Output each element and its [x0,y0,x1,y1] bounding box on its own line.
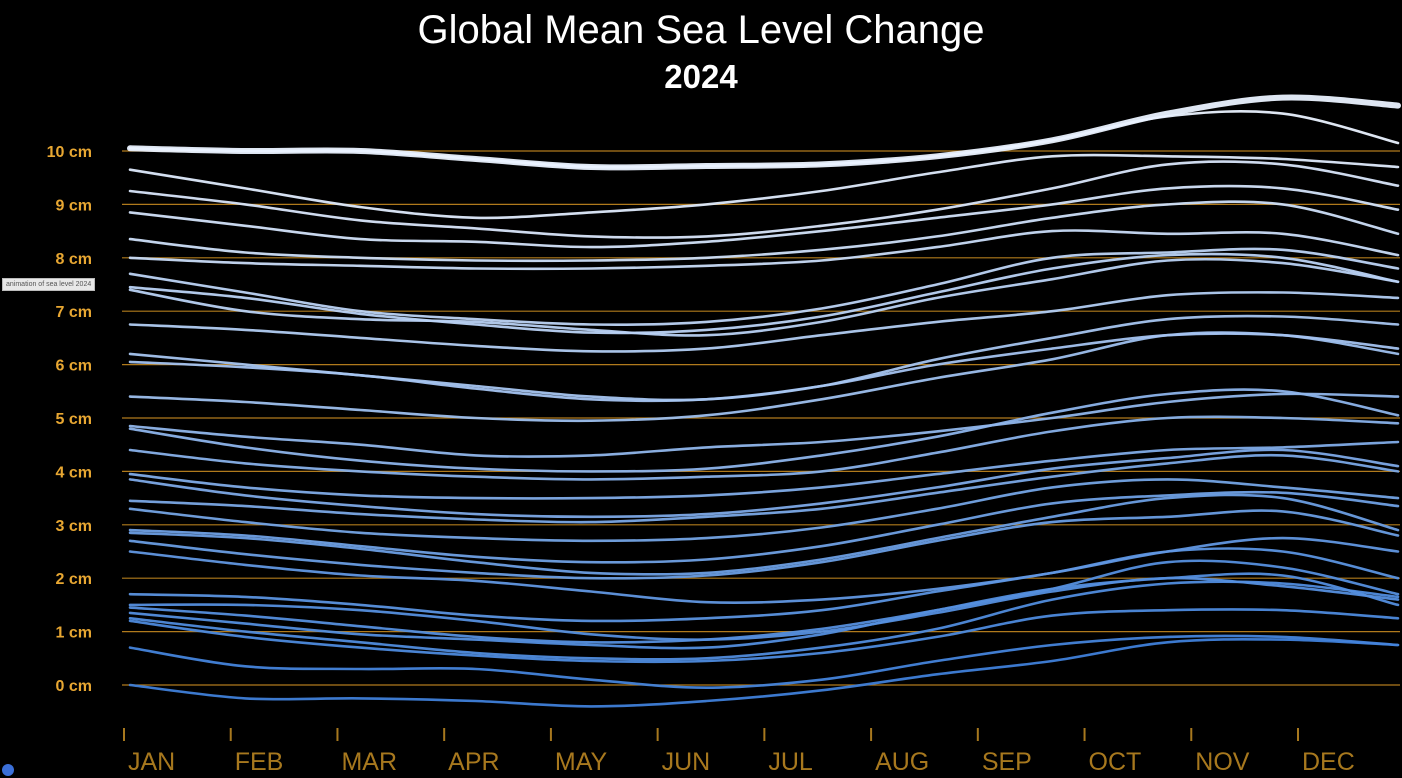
x-tick-label: JAN [128,748,175,774]
y-tick-label: 1 cm [56,625,92,642]
series-line [128,153,1400,220]
y-tick-label: 0 cm [56,678,92,695]
series-line [128,184,1400,249]
x-tick-label: SEP [982,748,1032,774]
series-line [128,388,1400,473]
series-line [128,453,1400,524]
x-tick-marks [123,728,1299,741]
series-line [128,490,1400,564]
series-line [128,536,1400,604]
series-line [128,331,1400,423]
series-line [128,493,1400,576]
series-line [128,448,1400,519]
series-line [128,160,1400,239]
y-tick-label: 7 cm [56,304,92,321]
series-line [128,247,1400,326]
y-tick-label: 2 cm [56,571,92,588]
y-tick-label: 3 cm [56,518,92,535]
series-line [128,229,1400,271]
y-tick-label: 5 cm [56,411,92,428]
series-line [128,314,1400,402]
chart-subtitle: 2024 [664,58,738,95]
x-tick-label: FEB [235,748,284,774]
series-line [128,478,1400,543]
x-tick-label: OCT [1089,748,1142,774]
x-tick-label: AUG [875,748,929,774]
chart-title: Global Mean Sea Level Change [417,8,985,52]
y-tick-labels: 0 cm 1 cm 2 cm 3 cm 4 cm 5 cm 6 cm 7 cm 8 cm 9 cm… [47,144,92,695]
series-line [128,634,1400,689]
y-tick-label: 10 cm [47,144,92,161]
y-tick-label: 9 cm [56,197,92,214]
series-line [128,252,1400,335]
x-tick-label: JUL [768,748,813,774]
y-tick-label: 8 cm [56,251,92,268]
series-line [128,291,1400,353]
x-tick-label: JUN [662,748,711,774]
player-indicator-icon[interactable] [2,764,14,776]
series-line [128,638,1400,708]
series-line [128,576,1400,641]
y-tick-label: 6 cm [56,358,92,375]
series-line [128,509,1400,580]
series-line [128,440,1400,500]
series-line [128,559,1400,644]
series-line [128,415,1400,481]
video-tooltip: animation of sea level 2024 [2,278,96,291]
x-tick-label: MAR [341,748,397,774]
x-tick-label: NOV [1195,748,1250,774]
y-tick-label: 4 cm [56,464,92,481]
series-line [128,257,1400,337]
x-tick-label: DEC [1302,748,1355,774]
series-lines [127,94,1401,708]
series-line [128,392,1400,458]
x-tick-label: APR [448,748,499,774]
series-line [128,608,1400,664]
series-line-current [127,94,1401,171]
series-line [128,110,1400,169]
series-line [128,200,1400,263]
x-tick-label: MAY [555,748,608,774]
series-line [128,580,1400,661]
x-tick-labels: JAN FEB MAR APR MAY JUN JUL AUG SEP OCT NOV DEC [128,748,1355,776]
